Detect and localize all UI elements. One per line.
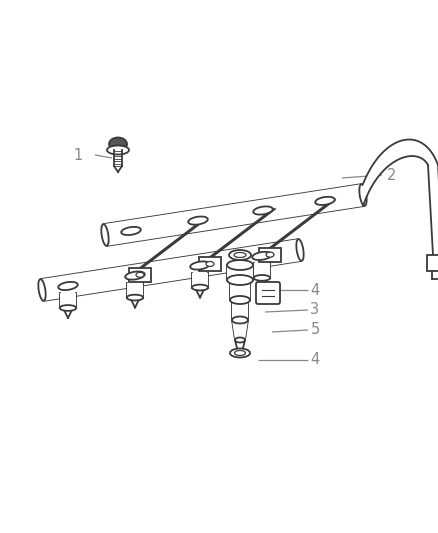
Text: 3: 3 — [310, 303, 319, 318]
Text: 4: 4 — [310, 352, 319, 367]
Ellipse shape — [190, 261, 209, 270]
Polygon shape — [231, 320, 247, 340]
Ellipse shape — [125, 271, 145, 280]
Ellipse shape — [253, 206, 272, 215]
Ellipse shape — [58, 282, 78, 290]
Ellipse shape — [60, 305, 76, 311]
Ellipse shape — [121, 227, 141, 235]
Ellipse shape — [101, 224, 109, 246]
Ellipse shape — [234, 337, 244, 343]
Ellipse shape — [38, 279, 46, 301]
Ellipse shape — [359, 184, 366, 206]
Ellipse shape — [265, 252, 273, 257]
Polygon shape — [226, 265, 252, 280]
Ellipse shape — [251, 252, 271, 260]
Ellipse shape — [136, 272, 144, 277]
Ellipse shape — [237, 351, 242, 353]
Polygon shape — [60, 293, 76, 308]
FancyBboxPatch shape — [255, 282, 279, 304]
FancyBboxPatch shape — [198, 257, 220, 271]
Polygon shape — [362, 140, 437, 206]
Text: 5: 5 — [310, 322, 319, 337]
Polygon shape — [231, 300, 247, 320]
Ellipse shape — [127, 295, 143, 301]
Text: 4: 4 — [310, 282, 319, 297]
Ellipse shape — [226, 260, 252, 270]
Polygon shape — [103, 184, 364, 246]
Text: 2: 2 — [386, 167, 396, 182]
Ellipse shape — [253, 275, 270, 281]
Ellipse shape — [231, 317, 247, 324]
Polygon shape — [427, 165, 438, 255]
Ellipse shape — [226, 275, 252, 285]
Ellipse shape — [233, 253, 245, 257]
Ellipse shape — [188, 216, 207, 225]
FancyBboxPatch shape — [258, 248, 280, 262]
Ellipse shape — [229, 250, 251, 260]
Ellipse shape — [107, 146, 129, 155]
Polygon shape — [230, 280, 249, 300]
Polygon shape — [40, 239, 301, 301]
FancyBboxPatch shape — [129, 268, 151, 282]
Ellipse shape — [314, 197, 334, 205]
FancyBboxPatch shape — [426, 255, 438, 271]
Polygon shape — [127, 283, 143, 297]
Ellipse shape — [234, 351, 245, 356]
Polygon shape — [191, 273, 208, 287]
Ellipse shape — [191, 285, 208, 290]
Ellipse shape — [205, 262, 213, 266]
Ellipse shape — [230, 349, 249, 358]
Ellipse shape — [296, 239, 303, 261]
Text: 1: 1 — [73, 148, 82, 163]
Polygon shape — [253, 263, 270, 278]
Ellipse shape — [230, 296, 249, 304]
Ellipse shape — [109, 138, 127, 150]
